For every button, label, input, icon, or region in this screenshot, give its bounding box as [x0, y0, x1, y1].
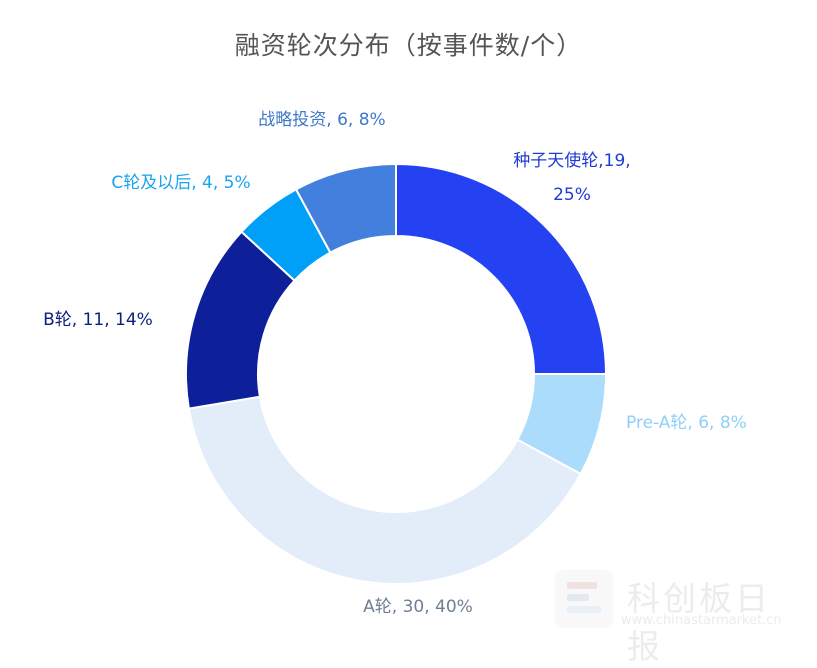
watermark: 科创板日报 www.chinastarmarket.cn — [555, 570, 805, 666]
slice-labels: 种子天使轮,19, 25% Pre-A轮, 6, 8% A轮, 30, 40% B轮, … — [43, 110, 747, 617]
slice-3 — [187, 395, 583, 585]
chart-title: 融资轮次分布（按事件数/个） — [234, 31, 583, 60]
slice-label-6: 战略投资, 6, 8% — [258, 110, 385, 130]
slice-6 — [294, 162, 397, 254]
watermark-logo-icon — [555, 570, 613, 628]
donut-slices — [185, 162, 608, 585]
slice-label-1-line1: 种子天使轮,19, — [513, 150, 630, 171]
slice-label-4: B轮, 11, 14% — [43, 310, 153, 330]
watermark-url: www.chinastarmarket.cn — [621, 613, 782, 628]
slice-label-2: Pre-A轮, 6, 8% — [626, 413, 747, 433]
slice-1 — [395, 162, 608, 375]
slice-label-5: C轮及以后, 4, 5% — [111, 173, 250, 193]
slice-label-3: A轮, 30, 40% — [363, 597, 473, 617]
donut-chart: 种子天使轮,19, 25% Pre-A轮, 6, 8% A轮, 30, 40% B轮, … — [43, 110, 747, 617]
slice-label-1-line2: 25% — [553, 185, 591, 205]
